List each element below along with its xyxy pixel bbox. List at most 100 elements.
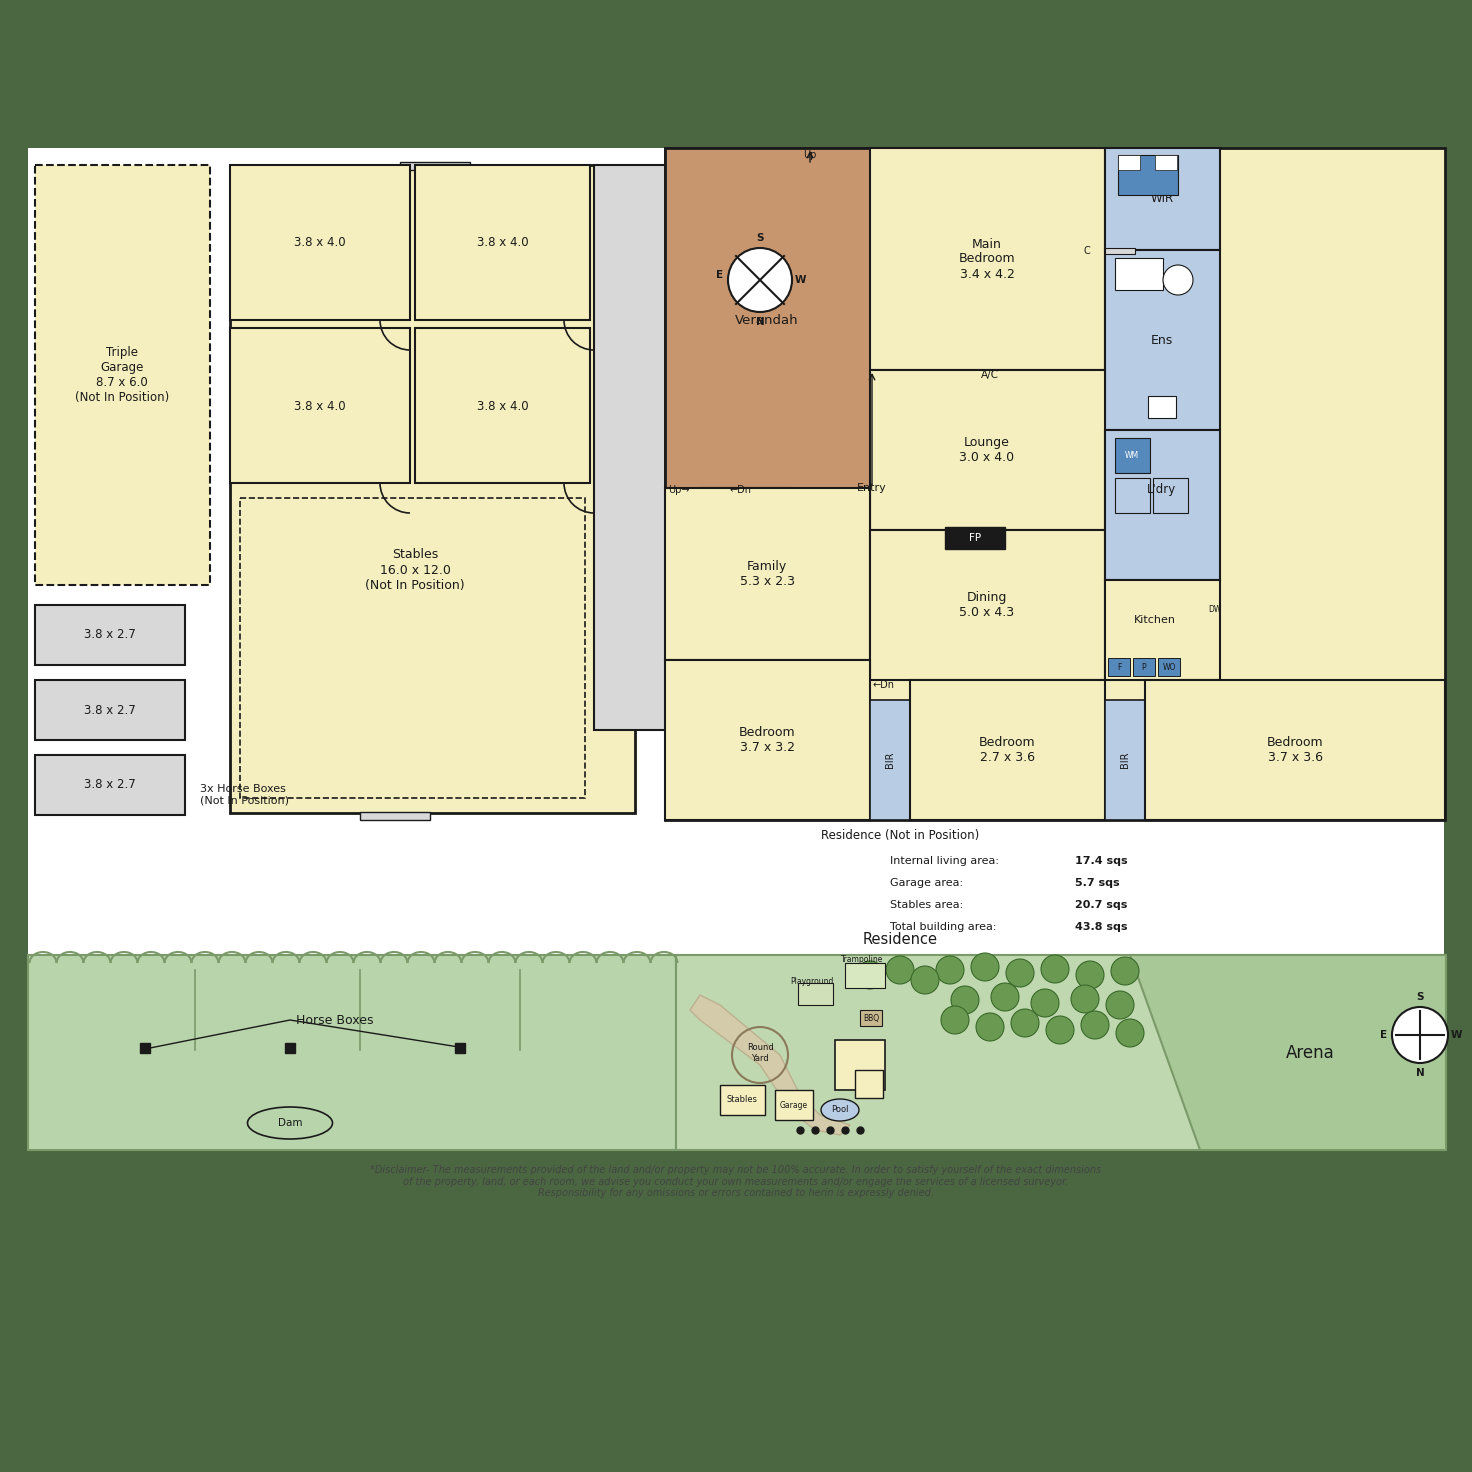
Text: Kitchen: Kitchen [1133,615,1176,626]
Text: 3.8 x 4.0: 3.8 x 4.0 [294,399,346,412]
Text: ←Dn: ←Dn [730,484,752,495]
Text: 3.8 x 4.0: 3.8 x 4.0 [477,399,528,412]
Text: E: E [717,269,724,280]
Bar [835,1041,885,1089]
Text: 5.7 sqs: 5.7 sqs [1075,877,1120,888]
Bar [845,963,885,988]
Text: Total building area:: Total building area: [891,921,997,932]
Polygon shape [1130,955,1446,1150]
Circle shape [911,966,939,994]
Text: 43.8 sqs: 43.8 sqs [1075,921,1128,932]
Bar [870,369,1105,530]
Text: 20.7 sqs: 20.7 sqs [1075,899,1128,910]
Text: WM: WM [1125,450,1139,459]
Text: Residence (Not in Position): Residence (Not in Position) [821,829,979,842]
Bar [1105,250,1220,430]
Bar [286,1044,294,1052]
Text: Ens: Ens [1151,334,1173,346]
Circle shape [1105,991,1133,1019]
Text: Stables: Stables [727,1095,758,1104]
Bar [1156,155,1178,169]
Circle shape [729,247,792,312]
Bar [230,328,411,483]
Text: WIR: WIR [1151,193,1173,206]
Text: E: E [1381,1030,1388,1041]
Text: Garage: Garage [780,1101,808,1110]
Text: W: W [1450,1030,1462,1041]
Bar [28,149,1444,823]
Circle shape [1011,1008,1039,1036]
Bar [1148,396,1176,418]
Bar [860,1010,882,1026]
Text: F: F [1117,664,1122,673]
Circle shape [1030,989,1058,1017]
Bar [415,165,590,319]
Bar [240,498,584,798]
Bar [1158,658,1181,676]
Bar [720,1085,765,1114]
Text: Bedroom
3.7 x 3.2: Bedroom 3.7 x 3.2 [739,726,795,754]
Bar [28,823,1444,1063]
Circle shape [936,955,964,983]
Circle shape [972,952,999,980]
Text: Stables
16.0 x 12.0
(Not In Position): Stables 16.0 x 12.0 (Not In Position) [365,549,465,592]
Text: Lounge
3.0 x 4.0: Lounge 3.0 x 4.0 [960,436,1014,464]
Circle shape [1393,1007,1448,1063]
Text: Dining
5.0 x 4.3: Dining 5.0 x 4.3 [960,590,1014,620]
Bar [35,755,185,815]
Text: N: N [755,316,764,327]
Bar [945,527,1005,549]
Bar [665,149,1446,820]
Circle shape [857,961,885,989]
Text: Bedroom
3.7 x 3.6: Bedroom 3.7 x 3.6 [1267,736,1323,764]
Text: 3.8 x 4.0: 3.8 x 4.0 [477,237,528,249]
Text: Arena: Arena [1285,1044,1335,1061]
Circle shape [941,1005,969,1033]
Text: Horse Boxes: Horse Boxes [296,1014,374,1026]
Text: BIR: BIR [885,752,895,768]
Bar [1105,247,1135,255]
Bar [798,983,833,1005]
Circle shape [991,983,1019,1011]
Bar [28,955,676,1150]
Bar [415,328,590,483]
Bar [1105,580,1220,680]
Text: Residence: Residence [863,932,938,948]
Text: N: N [1416,1069,1425,1078]
Bar [910,680,1105,820]
Bar [701,489,790,608]
Text: 3.8 x 2.7: 3.8 x 2.7 [84,629,135,642]
Bar [1153,478,1188,514]
Text: 3.8 x 4.0: 3.8 x 4.0 [294,237,346,249]
Bar [35,605,185,665]
Text: Trampoline: Trampoline [841,955,883,964]
Text: BBQ: BBQ [863,1014,879,1023]
Text: *Disclaimer- The measurements provided of the land and/or property may not be 10: *Disclaimer- The measurements provided o… [371,1164,1101,1198]
Bar [665,149,870,489]
Bar [1114,439,1150,473]
Bar [1145,680,1446,820]
Bar [140,1044,150,1052]
Text: Main
Bedroom
3.4 x 4.2: Main Bedroom 3.4 x 4.2 [958,237,1016,281]
Bar [665,489,870,659]
Text: Up: Up [804,150,817,160]
Bar [35,680,185,740]
Bar [1114,478,1150,514]
Bar [855,1070,883,1098]
Text: Dam: Dam [278,1119,302,1128]
Text: ←Dn: ←Dn [873,680,895,690]
Bar [1114,258,1163,290]
Circle shape [1041,955,1069,983]
Text: Round
Yard: Round Yard [746,1044,773,1063]
Text: S: S [1416,992,1423,1002]
Circle shape [1163,265,1192,294]
Text: A/C: A/C [980,369,999,380]
Bar [1105,701,1145,820]
Text: Verandah: Verandah [735,314,799,327]
Circle shape [1072,985,1100,1013]
Text: 3x Horse Boxes
(Not In Position): 3x Horse Boxes (Not In Position) [200,785,289,805]
Circle shape [1047,1016,1075,1044]
Circle shape [1116,1019,1144,1047]
Bar [361,813,430,820]
Text: Triple
Garage
8.7 x 6.0
(Not In Position): Triple Garage 8.7 x 6.0 (Not In Position… [75,346,169,403]
